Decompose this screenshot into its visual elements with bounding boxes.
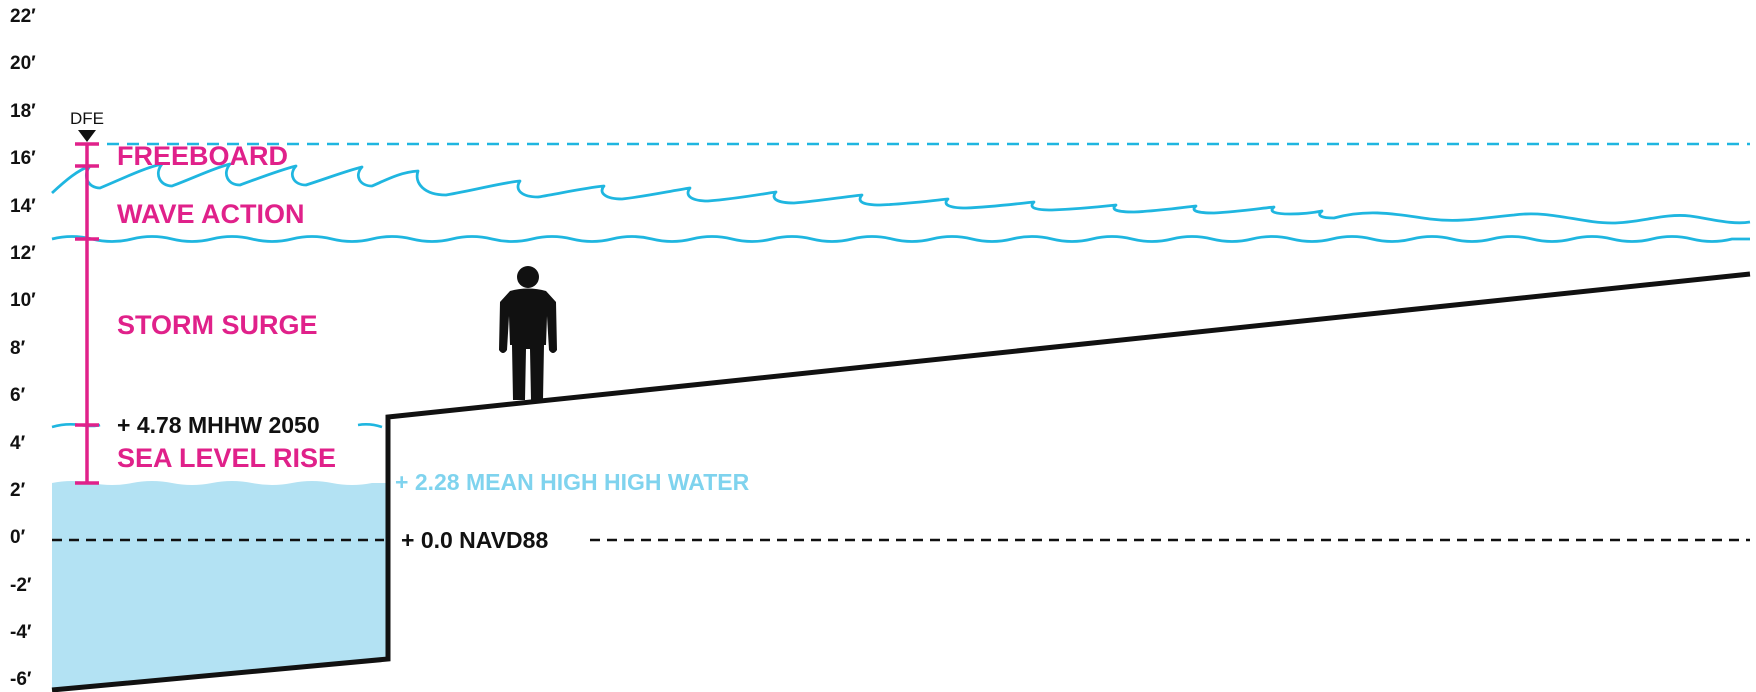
tick-label: 0′ [10, 527, 26, 548]
storm-surge-waterline [51, 235, 1750, 243]
elevation-bar [75, 142, 99, 485]
tick-label: -6′ [10, 669, 32, 690]
water-body [52, 481, 388, 690]
tick-label: -4′ [10, 622, 32, 643]
person-icon [499, 266, 557, 400]
tick-label: 22′ [10, 6, 36, 27]
tick-label: 16′ [10, 148, 36, 169]
tick-label: 4′ [10, 433, 26, 454]
tick-label: 12′ [10, 243, 36, 264]
mhhw-2050-label: + 4.78 MHHW 2050 [117, 412, 320, 438]
sea-level-rise-label: SEA LEVEL RISE [117, 443, 336, 473]
triangle-down-icon [78, 130, 96, 142]
freeboard-label: FREEBOARD [117, 141, 288, 171]
mhhw-2050-waterline-right [357, 423, 383, 429]
tick-label: 14′ [10, 196, 36, 217]
dfe-label: DFE [70, 109, 104, 128]
elevation-axis: 22′ 20′ 18′ 16′ 14′ 12′ 10′ 8′ 6′ 4′ 2′ … [10, 6, 36, 690]
wave-action-crests [51, 162, 1751, 225]
tick-label: 10′ [10, 290, 36, 311]
tick-label: -2′ [10, 575, 32, 596]
tick-label: 6′ [10, 385, 26, 406]
tick-label: 20′ [10, 53, 36, 74]
tick-label: 2′ [10, 480, 26, 501]
navd88-label: + 0.0 NAVD88 [401, 527, 548, 553]
mean-high-high-water-label: + 2.28 MEAN HIGH HIGH WATER [395, 469, 750, 495]
wave-action-label: WAVE ACTION [117, 199, 305, 229]
tick-label: 18′ [10, 101, 36, 122]
storm-surge-label: STORM SURGE [117, 310, 318, 340]
seawall-ground-profile [51, 271, 1751, 692]
tick-label: 8′ [10, 338, 26, 359]
